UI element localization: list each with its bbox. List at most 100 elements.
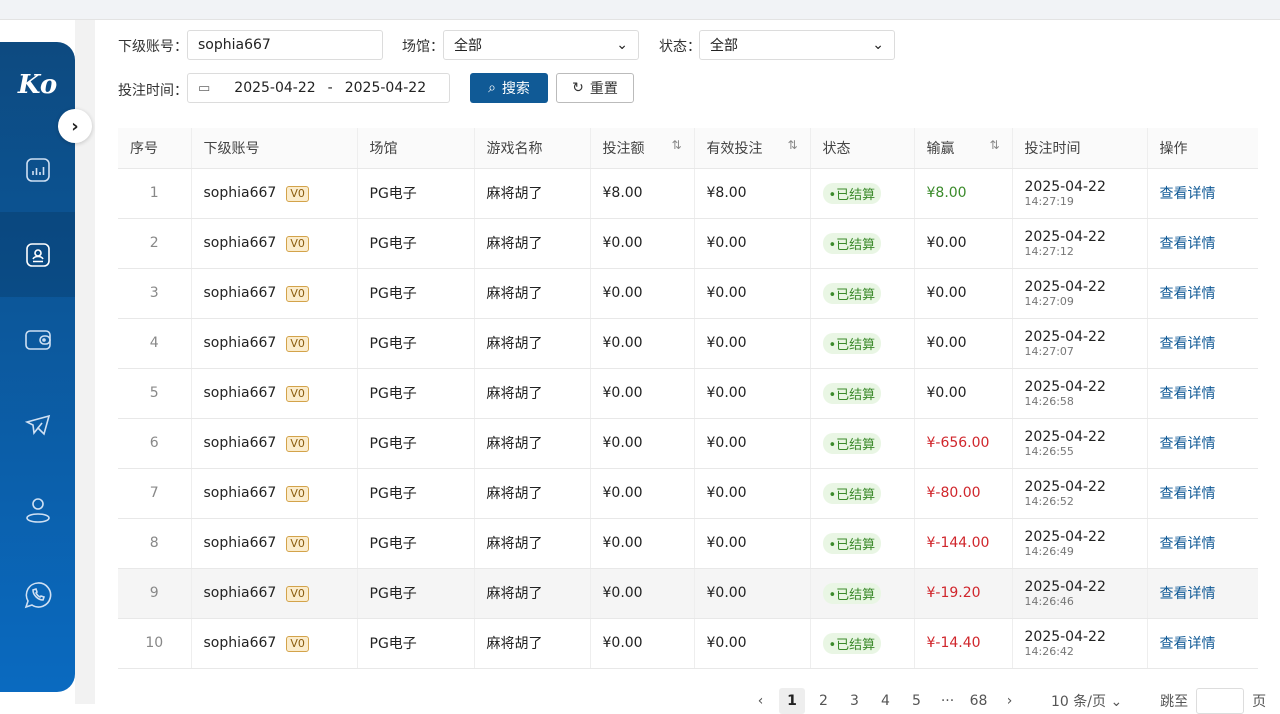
table-cell: 2025-04-22 14:26:49 — [1012, 518, 1148, 569]
view-details-link[interactable]: 查看详情 — [1159, 336, 1216, 352]
nav-telegram[interactable] — [0, 382, 75, 467]
page-button[interactable]: 5 — [912, 693, 921, 709]
table-cell: 7 — [118, 468, 192, 519]
table-cell: ¥8.00 — [590, 168, 695, 219]
chevron-down-icon: ⌄ — [872, 37, 884, 53]
table-row: 7 sophia667 V0 PG电子 麻将胡了 ¥0.00 ¥0.00 •已结算 ¥-80.0… — [118, 468, 1258, 519]
table-cell: 查看详情 — [1147, 418, 1258, 469]
vip-badge: V0 — [286, 335, 309, 352]
page-button[interactable]: 1 — [779, 688, 805, 714]
column-header[interactable]: 投注额 ⇅ — [590, 128, 695, 169]
view-details-link[interactable]: 查看详情 — [1159, 436, 1216, 452]
vip-badge: V0 — [286, 435, 309, 452]
table-cell: 8 — [118, 518, 192, 569]
date-range-picker[interactable]: ▭ 2025-04-22 - 2025-04-22 — [187, 73, 450, 103]
table-cell: •已结算 — [810, 518, 915, 569]
bet-amount: ¥0.00 — [602, 385, 643, 401]
account-name: sophia667 — [203, 184, 277, 201]
table-cell: sophia667 V0 — [191, 368, 358, 419]
valid-bet: ¥0.00 — [706, 335, 747, 351]
status-value: 全部 — [710, 38, 738, 54]
column-header[interactable]: 有效投注 ⇅ — [694, 128, 811, 169]
view-details-link[interactable]: 查看详情 — [1159, 486, 1216, 502]
row-index: 2 — [149, 235, 159, 251]
table-cell: 麻将胡了 — [474, 368, 591, 419]
table-cell: PG电子 — [357, 518, 475, 569]
table-cell: PG电子 — [357, 368, 475, 419]
table-cell: 3 — [118, 268, 192, 319]
nav-profile[interactable] — [0, 467, 75, 552]
view-details-link[interactable]: 查看详情 — [1159, 386, 1216, 402]
reset-button[interactable]: ↻ 重置 — [556, 73, 634, 103]
status-select[interactable]: 全部 ⌄ — [699, 30, 895, 60]
table-cell: 麻将胡了 — [474, 418, 591, 469]
bet-amount: ¥0.00 — [602, 435, 643, 451]
bet-time: 14:27:07 — [1024, 344, 1074, 358]
table-cell: 查看详情 — [1147, 468, 1258, 519]
expand-sidebar-button[interactable]: › — [58, 109, 92, 143]
table-cell: ¥0.00 — [590, 618, 695, 669]
logo[interactable]: Ko — [17, 69, 58, 100]
valid-bet: ¥0.00 — [706, 535, 747, 551]
page-ellipsis[interactable]: ··· — [940, 693, 955, 709]
view-details-link[interactable]: 查看详情 — [1159, 236, 1216, 252]
account-name: sophia667 — [203, 384, 277, 401]
page-button[interactable]: 4 — [881, 693, 890, 709]
date-separator: - — [327, 80, 333, 96]
nav-support[interactable] — [0, 552, 75, 637]
table-cell: ¥-656.00 — [914, 418, 1013, 469]
table-cell: 2025-04-22 14:26:58 — [1012, 368, 1148, 419]
view-details-link[interactable]: 查看详情 — [1159, 186, 1216, 202]
sort-icon[interactable]: ⇅ — [787, 137, 798, 152]
column-header-label: 操作 — [1159, 140, 1188, 157]
page-button[interactable]: 2 — [819, 693, 828, 709]
bet-date: 2025-04-22 — [1024, 378, 1106, 395]
table-cell: sophia667 V0 — [191, 468, 358, 519]
date-end[interactable]: 2025-04-22 — [344, 80, 427, 96]
table-cell: ¥0.00 — [694, 268, 811, 319]
table-cell: ¥0.00 — [914, 268, 1013, 319]
nav-stats[interactable] — [0, 127, 75, 212]
jump-input[interactable] — [1196, 688, 1245, 714]
win-loss: ¥0.00 — [926, 285, 967, 301]
bet-table: 序号 下级账号 场馆 游戏名称 投注额 ⇅ 有效投注 ⇅ 状态 输赢 ⇅ 投注时间 操作 1 sophia… — [118, 128, 1258, 669]
view-details-link[interactable]: 查看详情 — [1159, 586, 1216, 602]
nav-subordinate[interactable] — [0, 212, 75, 297]
venue: PG电子 — [369, 436, 417, 452]
page-button[interactable]: 68 — [969, 693, 988, 709]
search-button[interactable]: ⌕ 搜索 — [470, 73, 548, 103]
sort-icon[interactable]: ⇅ — [671, 137, 682, 152]
view-details-link[interactable]: 查看详情 — [1159, 636, 1216, 652]
bet-date: 2025-04-22 — [1024, 328, 1106, 345]
nav-wallet[interactable] — [0, 297, 75, 382]
prev-page-button[interactable]: ‹ — [757, 693, 764, 709]
account-input[interactable]: sophia667 — [187, 30, 383, 60]
vip-badge: V0 — [286, 635, 309, 652]
sort-icon[interactable]: ⇅ — [989, 137, 1000, 152]
view-details-link[interactable]: 查看详情 — [1159, 536, 1216, 552]
account-name: sophia667 — [203, 284, 277, 301]
account-name: sophia667 — [203, 534, 277, 551]
table-cell: 麻将胡了 — [474, 618, 591, 669]
table-cell: PG电子 — [357, 168, 475, 219]
bet-time: 14:26:52 — [1024, 494, 1074, 508]
table-cell: ¥0.00 — [694, 368, 811, 419]
table-cell: 10 — [118, 618, 192, 669]
venue-select[interactable]: 全部 ⌄ — [443, 30, 639, 60]
venue: PG电子 — [369, 336, 417, 352]
vip-badge: V0 — [286, 285, 309, 302]
page-size-select[interactable]: 10 条/页 ⌄ — [1051, 691, 1122, 711]
column-header-label: 场馆 — [369, 140, 398, 157]
date-start[interactable]: 2025-04-22 — [234, 80, 316, 96]
next-page-button[interactable]: › — [1006, 693, 1013, 709]
game-name: 麻将胡了 — [486, 536, 543, 552]
jump-label: 跳至 — [1160, 694, 1189, 710]
column-header[interactable]: 输赢 ⇅ — [914, 128, 1013, 169]
status-badge: •已结算 — [822, 332, 882, 354]
status-badge: •已结算 — [822, 182, 882, 204]
table-cell: sophia667 V0 — [191, 168, 358, 219]
table-cell: 查看详情 — [1147, 368, 1258, 419]
column-header: 场馆 — [357, 128, 475, 169]
page-button[interactable]: 3 — [850, 693, 859, 709]
view-details-link[interactable]: 查看详情 — [1159, 286, 1216, 302]
